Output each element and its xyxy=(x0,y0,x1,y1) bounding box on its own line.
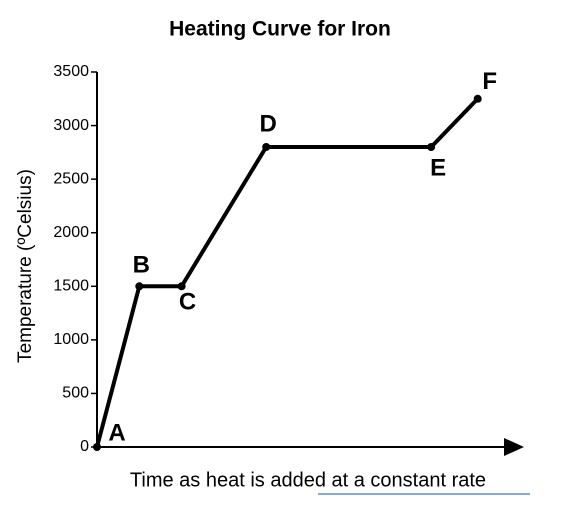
y-axis-label: Temperature (ºCelsius) xyxy=(15,169,36,363)
y-tick-label: 3000 xyxy=(53,117,89,134)
point-label: B xyxy=(133,252,150,279)
point xyxy=(427,143,436,151)
point xyxy=(262,143,271,151)
point-label: F xyxy=(482,68,497,95)
point-label: E xyxy=(430,154,446,181)
curve xyxy=(95,97,480,448)
y-tick-label: 3500 xyxy=(53,63,89,80)
y-tick-label: 1000 xyxy=(53,331,89,348)
y-tick-label: 2500 xyxy=(53,170,89,187)
point xyxy=(177,282,186,291)
point-label: A xyxy=(108,419,125,446)
y-tick-label: 0 xyxy=(80,438,89,455)
x-axis-label: Time as heat is added at a constant rate xyxy=(130,469,486,491)
point xyxy=(473,94,482,103)
x-axis-arrow xyxy=(504,438,524,456)
chart-title: Heating Curve for Iron xyxy=(169,18,391,41)
y-tick-label: 2000 xyxy=(53,224,89,241)
point-label: D xyxy=(260,110,277,137)
point xyxy=(135,282,144,291)
y-tick-label: 1500 xyxy=(53,278,89,295)
point-label: C xyxy=(179,289,196,316)
point xyxy=(93,443,101,451)
y-tick-label: 500 xyxy=(62,385,89,402)
